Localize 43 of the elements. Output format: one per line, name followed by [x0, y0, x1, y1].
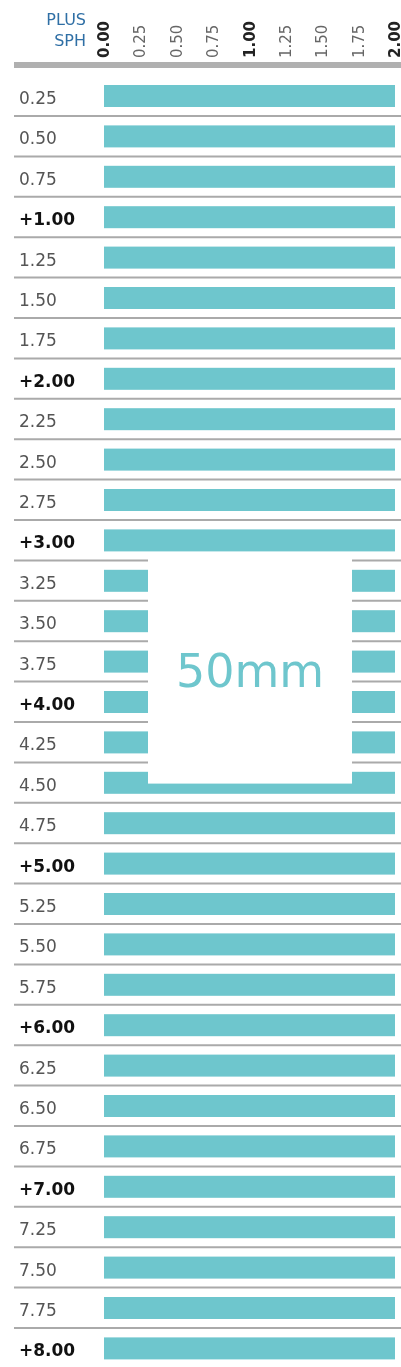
y-tick-label: 5.25	[19, 896, 57, 916]
y-tick-label: 7.25	[19, 1219, 57, 1240]
x-tick-label: 1.50	[313, 24, 332, 58]
y-tick-label: 5.75	[19, 976, 57, 997]
y-tick-label: +5.00	[19, 855, 76, 876]
y-tick-label: 3.25	[19, 572, 57, 593]
y-tick-label: +6.00	[19, 1017, 76, 1038]
y-tick-label: 2.25	[19, 411, 57, 432]
y-tick-label: 1.50	[19, 290, 57, 310]
y-tick-label: 2.75	[19, 492, 57, 512]
y-tick-label: 3.75	[19, 653, 57, 674]
y-tick-label: 4.25	[19, 734, 57, 755]
y-tick-label: 6.25	[19, 1057, 57, 1078]
y-tick-label: +7.00	[19, 1178, 76, 1199]
x-tick-label: 0.25	[131, 24, 150, 58]
y-tick-label: 7.75	[19, 1300, 57, 1320]
x-tick-label: 0.50	[167, 24, 186, 58]
x-tick-label: 0.00	[95, 20, 113, 58]
x-tick-label: 0.75	[204, 24, 223, 58]
y-tick-label: 1.25	[19, 249, 57, 270]
y-axis-title: PLUS SPH	[46, 10, 86, 50]
x-tick-label: 2.00	[386, 20, 401, 58]
y-tick-label: 4.50	[19, 774, 57, 795]
x-tick-label: 1.25	[276, 24, 295, 58]
y-tick-label: 0.50	[19, 128, 57, 149]
y-tick-label: 7.50	[19, 1259, 57, 1280]
y-tick-label: 0.75	[19, 168, 57, 189]
y-tick-label: +4.00	[19, 694, 76, 714]
y-tick-label: 6.50	[19, 1098, 57, 1118]
y-tick-label: +2.00	[19, 370, 76, 391]
y-tick-label: 6.75	[19, 1138, 57, 1159]
y-tick-label: 3.50	[19, 613, 57, 634]
y-tick-label: 4.75	[19, 815, 57, 836]
annotation: 50mm	[175, 643, 325, 698]
y-tick-label: 1.75	[19, 330, 57, 351]
y-tick-label: 5.50	[19, 936, 57, 957]
x-tick-label: 1.00	[240, 20, 259, 58]
y-tick-label: +3.00	[19, 532, 76, 553]
y-tick-label: +8.00	[19, 1340, 76, 1361]
y-tick-label: 0.25	[19, 88, 57, 108]
y-tick-label: 2.50	[19, 451, 57, 472]
x-tick-label: 1.75	[349, 24, 368, 58]
y-tick-label: +1.00	[19, 209, 76, 230]
